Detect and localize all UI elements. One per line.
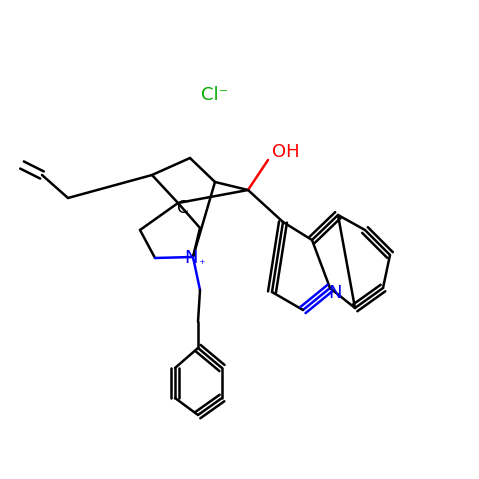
Text: C: C	[176, 199, 188, 217]
Text: OH: OH	[272, 143, 300, 161]
Text: N: N	[328, 284, 342, 302]
Text: N: N	[184, 249, 198, 267]
Text: Cl⁻: Cl⁻	[202, 86, 228, 104]
Text: ⁺: ⁺	[198, 258, 205, 271]
